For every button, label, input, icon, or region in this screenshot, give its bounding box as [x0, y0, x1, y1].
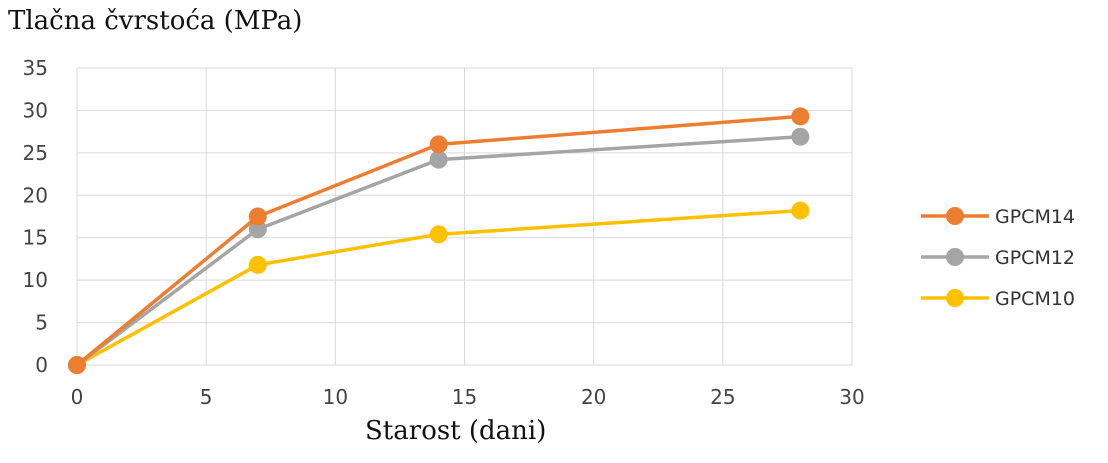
y-tick-label: 35: [23, 56, 48, 80]
legend: GPCM14 GPCM12 GPCM10: [921, 206, 1075, 310]
data-point: [429, 150, 448, 169]
y-tick-label: 0: [35, 353, 48, 377]
legend-label: GPCM14: [995, 206, 1075, 228]
x-tick-label: 15: [452, 385, 477, 409]
data-point: [429, 225, 448, 244]
data-point: [791, 127, 810, 146]
legend-swatch-marker: [946, 248, 964, 266]
y-tick-label: 20: [23, 183, 48, 207]
y-tick-label: 15: [23, 226, 48, 250]
data-point: [429, 135, 448, 154]
data-point: [248, 220, 267, 239]
y-tick-label: 5: [35, 311, 48, 335]
x-tick-label: 5: [200, 385, 213, 409]
x-axis-title: Starost (dani): [365, 416, 547, 446]
legend-swatch-marker: [946, 289, 964, 307]
legend-label: GPCM10: [995, 288, 1075, 310]
x-tick-label: 25: [710, 385, 735, 409]
x-tick-label: 10: [323, 385, 348, 409]
legend-swatch-marker: [946, 207, 964, 225]
series-line: [75, 114, 801, 367]
series-layer: [68, 107, 810, 374]
x-tick-labels: 0 5 10 15 20 25 30: [71, 385, 865, 409]
data-point: [248, 255, 267, 274]
x-tick-label: 20: [581, 385, 606, 409]
x-tick-label: 0: [71, 385, 84, 409]
y-tick-label: 10: [23, 268, 48, 292]
y-tick-label: 25: [23, 141, 48, 165]
series-line: [75, 134, 801, 367]
y-tick-labels: 0 5 10 15 20 25 30 35: [23, 56, 48, 377]
y-tick-label: 30: [23, 98, 48, 122]
legend-label: GPCM12: [995, 247, 1075, 269]
data-point: [791, 107, 810, 126]
y-axis-title: Tlačna čvrstoća (MPa): [8, 6, 303, 36]
data-point: [68, 356, 86, 374]
series-line: [76, 208, 801, 367]
data-point: [248, 207, 267, 226]
x-tick-label: 30: [839, 385, 864, 409]
data-point: [791, 201, 810, 220]
grid-lines: [76, 67, 853, 366]
